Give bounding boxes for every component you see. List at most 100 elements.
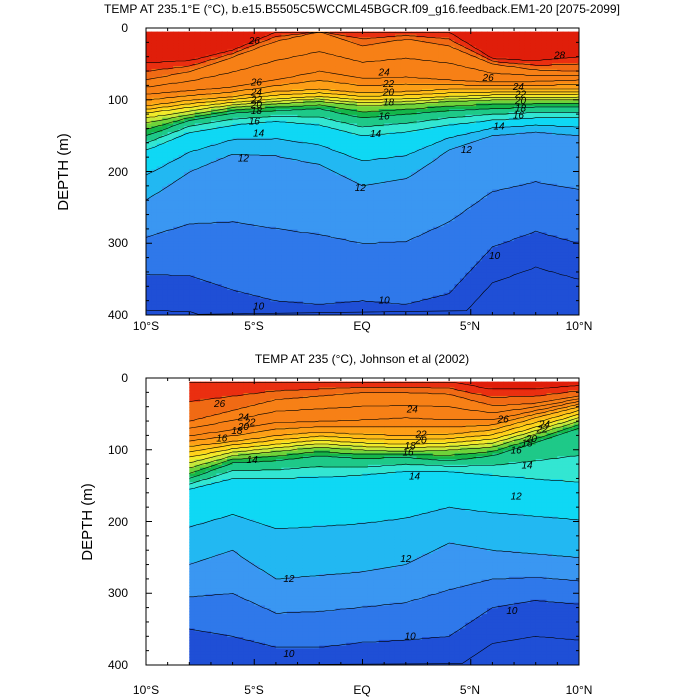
heatmap-cell <box>313 37 320 41</box>
heatmap-cell <box>319 189 326 193</box>
heatmap-cell <box>330 206 337 211</box>
heatmap-cell <box>324 152 331 156</box>
heatmap-cell <box>362 172 369 176</box>
heatmap-cell <box>405 71 412 76</box>
heatmap-cell <box>373 295 380 300</box>
heatmap-cell <box>394 232 401 236</box>
heatmap-cell <box>162 203 169 208</box>
heatmap-cell <box>210 163 217 168</box>
heatmap-cell <box>205 221 212 225</box>
heatmap-cell <box>313 83 320 87</box>
heatmap-cell <box>151 252 158 257</box>
heatmap-cell <box>162 172 169 176</box>
heatmap-cell <box>221 48 228 53</box>
heatmap-cell <box>167 221 174 225</box>
heatmap-cell <box>340 223 347 228</box>
heatmap-cell <box>221 175 228 179</box>
heatmap-cell <box>400 255 407 259</box>
heatmap-cell <box>362 45 369 50</box>
heatmap-cell <box>210 137 217 142</box>
heatmap-cell <box>373 63 380 67</box>
heatmap-cell <box>378 146 385 150</box>
heatmap-cell <box>270 258 277 262</box>
heatmap-cell <box>156 226 163 231</box>
heatmap-cell <box>146 83 153 87</box>
heatmap-cell <box>183 71 190 76</box>
heatmap-cell <box>205 226 212 231</box>
heatmap-cell <box>319 74 326 79</box>
heatmap-cell <box>254 298 261 302</box>
heatmap-cell <box>232 295 239 300</box>
heatmap-cell <box>297 212 304 216</box>
heatmap-cell <box>173 238 180 242</box>
heatmap-cell <box>162 287 169 291</box>
heatmap-cell <box>227 272 234 277</box>
heatmap-cell <box>227 175 234 179</box>
heatmap-cell <box>156 54 163 59</box>
heatmap-cell <box>357 206 364 211</box>
heatmap-cell <box>183 117 190 122</box>
heatmap-cell <box>389 203 396 208</box>
heatmap-cell <box>340 289 347 294</box>
heatmap-cell <box>324 63 331 67</box>
heatmap-cell <box>335 48 342 53</box>
heatmap-cell <box>270 140 277 145</box>
heatmap-cell <box>324 295 331 300</box>
heatmap-cell <box>351 91 358 96</box>
heatmap-cell <box>146 252 153 257</box>
heatmap-cell <box>178 97 185 102</box>
heatmap-cell <box>173 246 180 251</box>
heatmap-cell <box>183 163 190 168</box>
heatmap-cell <box>384 91 391 96</box>
heatmap-cell <box>367 123 374 127</box>
heatmap-cell <box>378 169 385 173</box>
heatmap-cell <box>335 203 342 208</box>
heatmap-cell <box>313 152 320 156</box>
heatmap-cell <box>400 238 407 242</box>
heatmap-cell <box>378 212 385 216</box>
heatmap-cell <box>156 177 163 182</box>
heatmap-cell <box>281 212 288 216</box>
heatmap-cell <box>373 123 380 127</box>
heatmap-cell <box>189 31 196 36</box>
heatmap-cell <box>400 218 407 222</box>
heatmap-cell <box>151 37 158 41</box>
heatmap-cell <box>162 180 169 185</box>
heatmap-cell <box>259 218 266 222</box>
heatmap-cell <box>324 88 331 93</box>
heatmap-cell <box>324 31 331 36</box>
heatmap-cell <box>183 309 190 314</box>
heatmap-cell <box>302 307 309 311</box>
heatmap-cell <box>200 186 207 191</box>
heatmap-cell <box>405 109 412 113</box>
heatmap-cell <box>194 198 201 202</box>
heatmap-cell <box>286 37 293 41</box>
heatmap-cell <box>340 45 347 50</box>
heatmap-cell <box>221 221 228 225</box>
heatmap-cell <box>238 195 245 199</box>
heatmap-cell <box>335 255 342 259</box>
heatmap-cell <box>221 307 228 311</box>
heatmap-cell <box>373 200 380 205</box>
heatmap-cell <box>400 298 407 302</box>
heatmap-cell <box>400 301 407 305</box>
heatmap-cell <box>194 106 201 110</box>
heatmap-cell <box>194 246 201 251</box>
heatmap-cell <box>178 266 185 271</box>
heatmap-cell <box>210 88 217 93</box>
heatmap-cell <box>340 74 347 79</box>
heatmap-cell <box>362 307 369 311</box>
heatmap-cell <box>373 226 380 231</box>
heatmap-cell <box>411 63 418 67</box>
heatmap-cell <box>330 48 337 53</box>
heatmap-cell <box>384 192 391 196</box>
heatmap-cell <box>411 246 418 251</box>
heatmap-cell <box>248 68 255 73</box>
heatmap-cell <box>378 275 385 280</box>
heatmap-cell <box>270 218 277 222</box>
heatmap-cell <box>394 195 401 199</box>
heatmap-cell <box>243 57 250 61</box>
heatmap-cell <box>189 232 196 236</box>
heatmap-cell <box>156 295 163 300</box>
heatmap-cell <box>411 312 418 315</box>
